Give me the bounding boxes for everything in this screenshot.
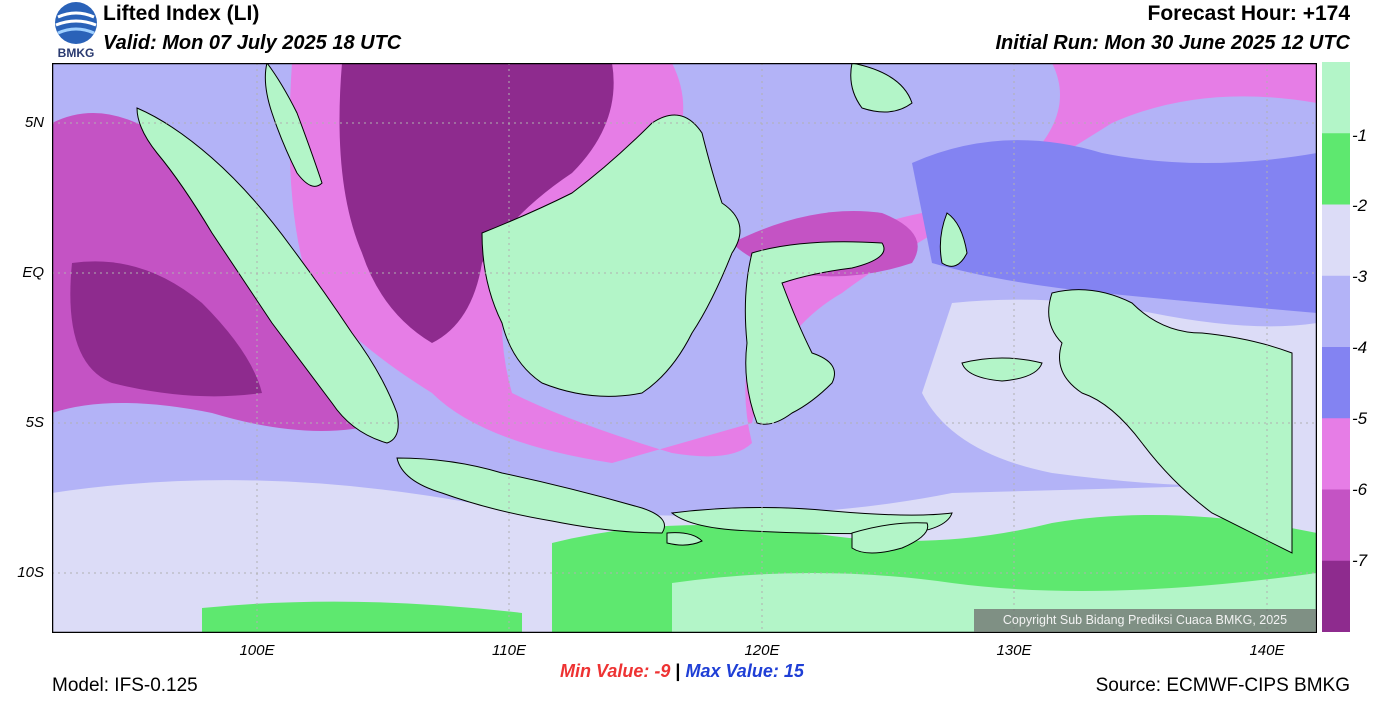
field-indian-ocean-peak xyxy=(70,261,262,397)
max-value: 15 xyxy=(783,661,804,681)
papua xyxy=(1048,289,1293,554)
source-label: Source: ECMWF-CIPS BMKG xyxy=(1095,675,1350,696)
field-sw-green xyxy=(202,601,522,633)
colorbar-swatch xyxy=(1322,489,1350,562)
copyright-text: Copyright Sub Bidang Prediksi Cuaca BMKG… xyxy=(974,609,1316,632)
lon-label-140e: 140E xyxy=(1249,642,1285,659)
bmkg-logo: BMKG xyxy=(52,1,100,61)
colorbar-swatch xyxy=(1322,418,1350,490)
colorbar-label-minus2: -2 xyxy=(1352,196,1368,215)
colorbar-label-minus6: -6 xyxy=(1352,480,1368,499)
borneo xyxy=(481,114,741,397)
colorbar-swatch xyxy=(1322,347,1350,419)
initial-run: Initial Run: Mon 30 June 2025 12 UTC xyxy=(995,32,1350,54)
malay-peninsula xyxy=(264,63,323,187)
colorbar-label-minus4: -4 xyxy=(1352,338,1368,357)
min-max-values: Min Value: -9 | Max Value: 15 xyxy=(560,661,804,682)
colorbar-swatch xyxy=(1322,275,1350,348)
colorbar-label-minus3: -3 xyxy=(1352,267,1368,286)
map-frame xyxy=(51,62,1318,634)
lifted-index-map xyxy=(51,62,1318,634)
colorbar-swatch xyxy=(1322,62,1350,134)
lat-label-eq: EQ xyxy=(22,264,44,281)
lon-label-130e: 130E xyxy=(996,642,1032,659)
colorbar-swatch xyxy=(1322,133,1350,205)
sumatra xyxy=(136,107,399,444)
colorbar xyxy=(1322,62,1350,633)
colorbar-label-minus5: -5 xyxy=(1352,409,1368,428)
mindanao xyxy=(850,63,913,113)
lat-label-5s: 5S xyxy=(25,414,44,431)
map-title: Lifted Index (LI) xyxy=(103,2,260,25)
sulawesi xyxy=(744,241,885,425)
lon-label-100e: 100E xyxy=(239,642,275,659)
logo-text: BMKG xyxy=(57,46,95,60)
min-value: -9 xyxy=(654,661,671,681)
max-value-label: Max Value: xyxy=(685,661,779,681)
lat-label-10s: 10S xyxy=(17,564,44,581)
timor xyxy=(851,522,929,554)
lon-label-120e: 120E xyxy=(744,642,780,659)
colorbar-label-minus7: -7 xyxy=(1352,551,1368,570)
lon-label-110e: 110E xyxy=(492,642,526,659)
model-label: Model: IFS-0.125 xyxy=(52,675,198,696)
forecast-hour: Forecast Hour: +174 xyxy=(1147,2,1351,25)
colorbar-label-minus1: -1 xyxy=(1352,126,1368,145)
min-max-separator: | xyxy=(675,661,681,681)
colorbar-swatch xyxy=(1322,204,1350,277)
java xyxy=(396,457,665,534)
min-value-label: Min Value: xyxy=(560,661,650,681)
field-scs-peak xyxy=(339,63,614,343)
valid-time: Valid: Mon 07 July 2025 18 UTC xyxy=(103,32,402,54)
lat-label-5n: 5N xyxy=(24,114,44,131)
seram xyxy=(961,357,1043,382)
bali-lombok xyxy=(666,532,703,546)
halmahera xyxy=(939,212,968,267)
colorbar-swatch xyxy=(1322,560,1350,633)
field-pacific-mid xyxy=(912,140,1317,313)
